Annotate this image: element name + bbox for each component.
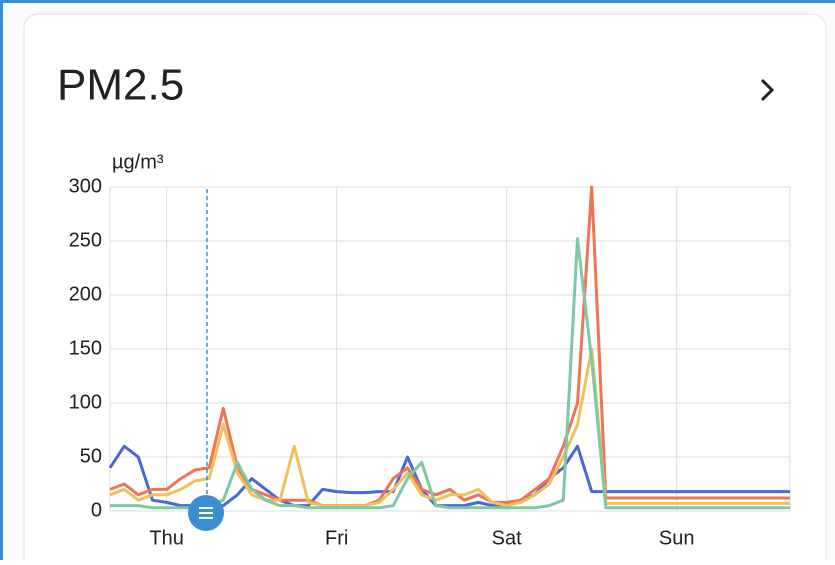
y-tick-label: 50 bbox=[80, 445, 102, 467]
y-tick-label: 200 bbox=[69, 283, 102, 305]
y-tick-label: 150 bbox=[69, 337, 102, 359]
x-tick-label: Sun bbox=[659, 527, 695, 549]
x-tick-label: Sat bbox=[492, 527, 522, 549]
y-tick-label: 100 bbox=[69, 391, 102, 413]
card-title: PM2.5 bbox=[57, 61, 184, 110]
x-tick-label: Fri bbox=[325, 527, 348, 549]
y-tick-label: 300 bbox=[69, 175, 102, 197]
y-tick-label: 250 bbox=[69, 229, 102, 251]
x-tick-label: Thu bbox=[149, 527, 183, 549]
y-axis-label: µg/m³ bbox=[112, 151, 164, 173]
y-tick-label: 0 bbox=[91, 499, 102, 521]
